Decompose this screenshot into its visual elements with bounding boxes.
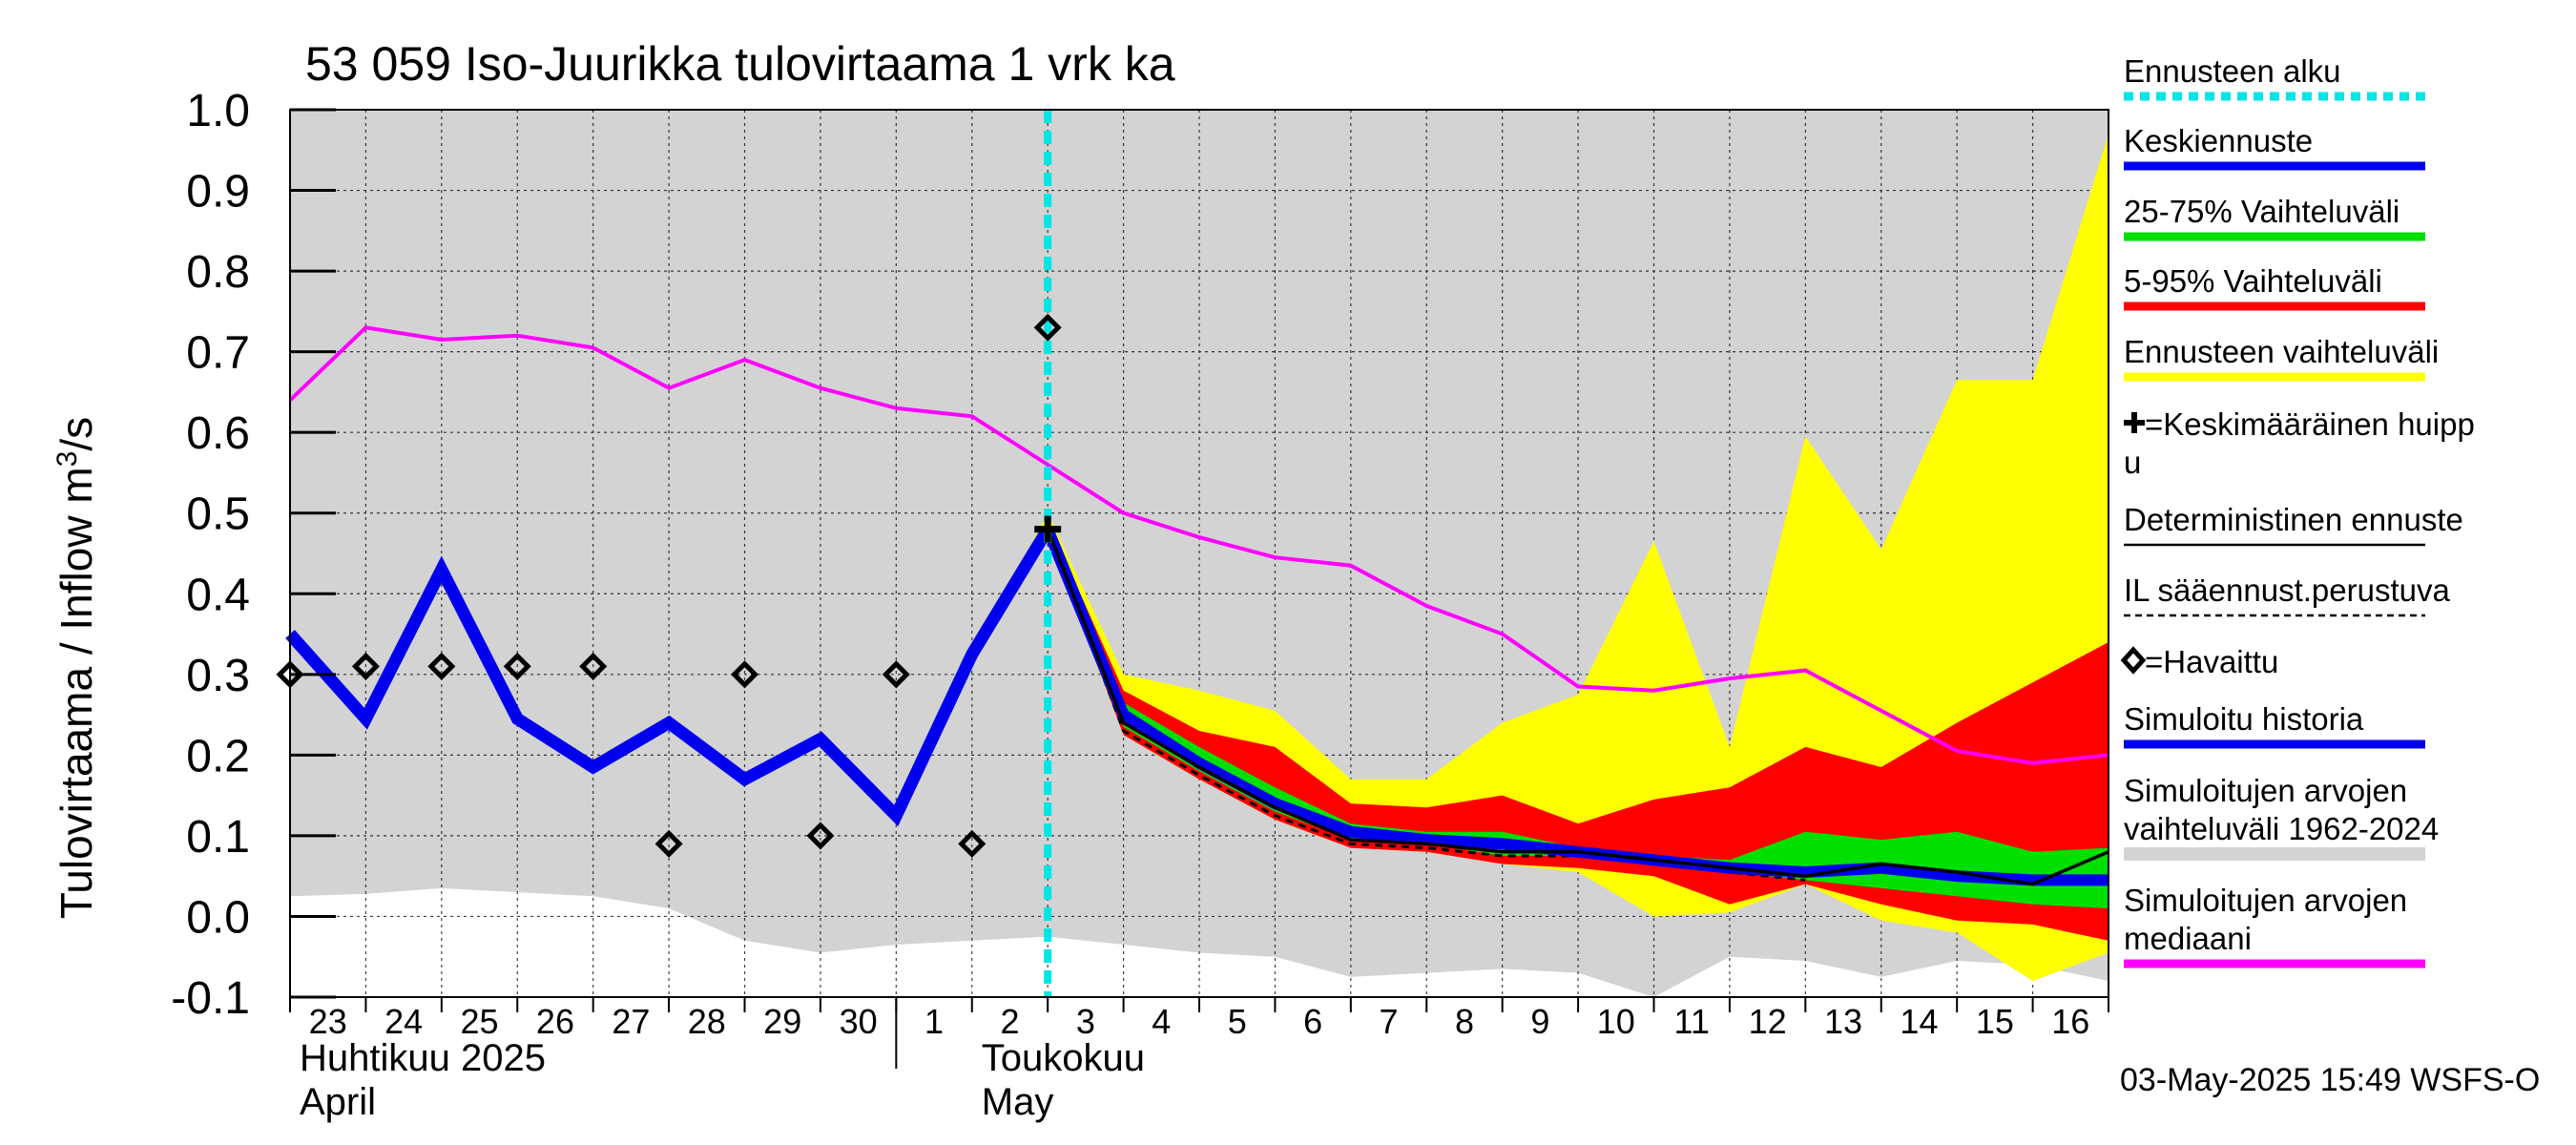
y-tick-label: 0.1: [186, 812, 250, 863]
x-tick-label: 27: [612, 1002, 650, 1041]
y-tick-label: 0.8: [186, 247, 250, 298]
x-tick-label: 7: [1380, 1002, 1399, 1041]
mean-peak-marker: [1034, 515, 1062, 543]
legend-label-line2: vaihteluväli 1962-2024: [2124, 811, 2439, 846]
legend-item-p5-95: 5-95% Vaihteluväli: [2124, 263, 2425, 311]
y-unit-tail: /s: [52, 417, 101, 451]
deterministic-forecast-line: [1046, 528, 2109, 886]
x-tick-label: 26: [536, 1002, 574, 1041]
y-tick-label: 1.0: [186, 86, 250, 136]
observed-point: [654, 829, 683, 858]
legend-item-il: IL sääennust.perustuva: [2124, 572, 2450, 617]
observed-point: [1033, 313, 1062, 342]
month-label: Huhtikuu 2025: [300, 1037, 546, 1079]
legend-label: IL sääennust.perustuva: [2124, 572, 2450, 608]
median-line: [288, 325, 2109, 765]
legend-label-line2: mediaani: [2124, 921, 2252, 956]
y-tick-label: 0.5: [186, 489, 250, 540]
legend-label: 5-95% Vaihteluväli: [2124, 263, 2382, 299]
y-axis-label: Tulovirtaama / Inflow m3/s: [52, 417, 102, 919]
x-tick-label: 2: [1000, 1002, 1019, 1041]
legend-item-forecast-start: Ennusteen alku: [2124, 53, 2425, 101]
y-tick-label: 0.0: [186, 892, 250, 943]
legend-item-mean: Keskiennuste: [2124, 123, 2425, 171]
x-tick-label: 29: [763, 1002, 801, 1041]
legend-label: Ennusteen alku: [2124, 53, 2341, 89]
observed-point: [351, 652, 380, 680]
y-tick-label: 0.4: [186, 570, 250, 620]
observed-point: [882, 660, 910, 689]
y-tick-label: -0.1: [171, 973, 250, 1024]
x-tick-label: 1: [924, 1002, 944, 1041]
y-tick-label: 0.3: [186, 651, 250, 701]
legend-label: 25-75% Vaihteluväli: [2124, 194, 2399, 229]
observed-points: [276, 313, 1062, 858]
month-label-en: May: [982, 1081, 1054, 1123]
x-tick-label: 9: [1530, 1002, 1549, 1041]
x-tick-label: 15: [1976, 1002, 2014, 1041]
legend-label: Simuloitujen arvojen: [2124, 883, 2407, 918]
legend-item-deterministic: Deterministinen ennuste: [2124, 502, 2463, 547]
observed-point: [579, 652, 608, 680]
legend-label: Simuloitujen arvojen: [2124, 773, 2407, 808]
x-tick-label: 11: [1674, 1002, 1710, 1041]
x-tick-label: 23: [309, 1002, 347, 1041]
x-tick-label: 25: [461, 1002, 499, 1041]
observed-point: [427, 652, 456, 680]
legend: Ennusteen alku Keskiennuste 25-75% Vaihtel…: [2120, 53, 2475, 968]
x-tick-label: 24: [384, 1002, 423, 1041]
simulated-history-line: [285, 526, 1053, 826]
observed-point: [958, 829, 987, 858]
legend-marker-diamond: [2120, 646, 2147, 675]
month-label: Toukokuu: [982, 1037, 1145, 1079]
observed-point: [730, 660, 759, 689]
x-tick-label: 4: [1152, 1002, 1171, 1041]
month-label-en: April: [300, 1081, 376, 1123]
y-tick-label: 0.2: [186, 731, 250, 781]
x-tick-label: 12: [1749, 1002, 1787, 1041]
legend-item-forecast-range: Ennusteen vaihteluväli: [2124, 334, 2439, 382]
timestamp-footer: 03-May-2025 15:49 WSFS-O: [2120, 1062, 2540, 1098]
x-tick-label: 28: [688, 1002, 726, 1041]
plot-area: [276, 109, 2109, 998]
y-unit-superscript: 3: [52, 451, 83, 468]
y-tick-label: 0.7: [186, 328, 250, 379]
legend-label: Ennusteen vaihteluväli: [2124, 334, 2439, 369]
legend-label: Keskiennuste: [2124, 123, 2313, 158]
y-axis: -0.1 0.0 0.1 0.2 0.3 0.4 0.5 0.6 0.7 0.8 0.9 1.0: [171, 86, 336, 1024]
legend-item-sim-history: Simuloitu historia: [2124, 701, 2425, 749]
x-tick-label: 6: [1303, 1002, 1322, 1041]
x-tick-label: 8: [1455, 1002, 1474, 1041]
observed-point: [503, 652, 531, 680]
legend-label: Simuloitu historia: [2124, 701, 2364, 737]
x-tick-label: 16: [2051, 1002, 2089, 1041]
legend-label: Deterministinen ennuste: [2124, 502, 2463, 537]
x-tick-label: 30: [840, 1002, 878, 1041]
x-tick-label: 13: [1824, 1002, 1862, 1041]
x-tick-label: 14: [1900, 1002, 1938, 1041]
il-forecast-line: [1046, 529, 1806, 882]
chart-title: 53 059 Iso-Juurikka tulovirtaama 1 vrk k…: [305, 37, 1175, 91]
x-axis: 23 24 25 26 27 28 29 30 1 2 3 4 5 6 7 8 9 10 11 12 13 14 15 16H…: [289, 997, 2109, 1123]
legend-item-p25-75: 25-75% Vaihteluväli: [2124, 194, 2425, 241]
observed-point: [806, 822, 835, 850]
legend-label: =Keskimääräinen huipp: [2145, 406, 2475, 442]
x-tick-label: 5: [1228, 1002, 1247, 1041]
legend-marker-plus: [2124, 412, 2145, 433]
x-tick-label: 10: [1597, 1002, 1635, 1041]
legend-label: =Havaittu: [2145, 644, 2278, 679]
x-tick-label: 3: [1076, 1002, 1095, 1041]
y-tick-label: 0.6: [186, 408, 250, 459]
y-tick-label: 0.9: [186, 167, 250, 218]
legend-item-observed: =Havaittu: [2120, 644, 2278, 679]
legend-label-line2: u: [2124, 445, 2141, 480]
